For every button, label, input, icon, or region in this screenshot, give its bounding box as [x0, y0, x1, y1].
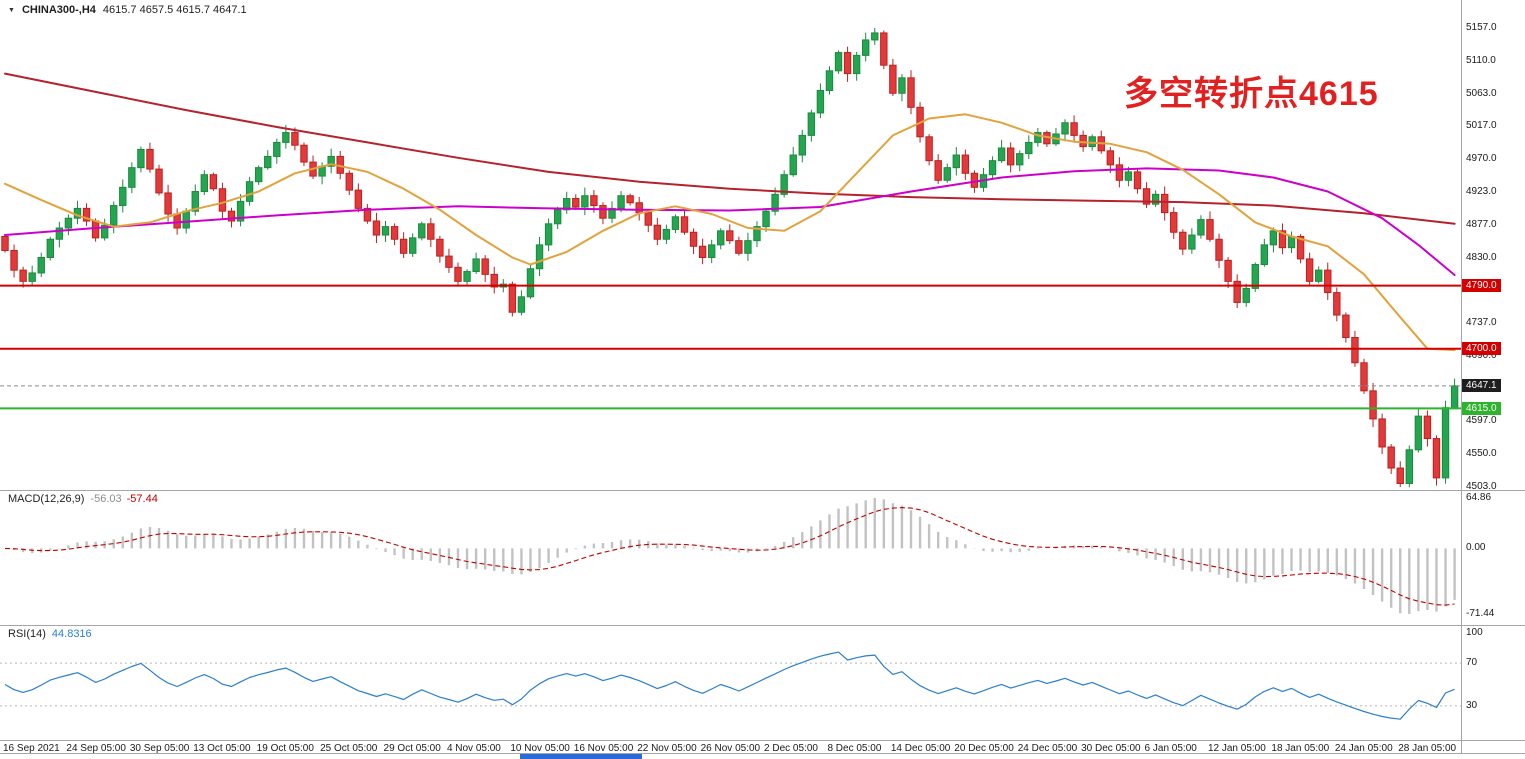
moving-averages-layer	[4, 72, 1456, 352]
rsi-pane-separator[interactable]	[0, 625, 1525, 626]
ma-slow	[4, 72, 1456, 225]
bottom-strip-border	[0, 753, 1525, 754]
macd-main-value: -56.03	[90, 493, 122, 505]
symbol-marker-icon: ▼	[8, 6, 15, 14]
chart-annotation-text: 多空转折点4615	[1124, 75, 1379, 113]
rsi-value: 44.8316	[51, 628, 92, 640]
ma-mid	[4, 167, 1456, 276]
macd-indicator-header: MACD(12,26,9) -56.03 -57.44	[8, 493, 158, 505]
symbol-timeframe-label: CHINA300-,H4	[21, 4, 96, 16]
macd-pane-layer	[4, 498, 1456, 614]
rsi-indicator-label: RSI(14)	[8, 628, 46, 640]
chart-title: ▼ CHINA300-,H4 4615.7 4657.5 4615.7 4647…	[8, 4, 247, 16]
macd-pane-separator[interactable]	[0, 490, 1525, 491]
rsi-pane-layer	[0, 651, 1461, 720]
horizontal-lines-layer	[0, 284, 1461, 410]
ohlc-values: 4615.7 4657.5 4615.7 4647.1	[102, 4, 247, 16]
bottom-strip	[0, 754, 1525, 759]
scrollbar-thumb[interactable]	[520, 754, 642, 759]
rsi-indicator-header: RSI(14) 44.8316	[8, 628, 92, 640]
price-axis-border	[1461, 0, 1462, 753]
macd-signal-value: -57.44	[126, 493, 158, 505]
time-axis-separator	[0, 740, 1525, 741]
ma-fast	[4, 113, 1456, 352]
macd-indicator-label: MACD(12,26,9)	[8, 493, 85, 505]
